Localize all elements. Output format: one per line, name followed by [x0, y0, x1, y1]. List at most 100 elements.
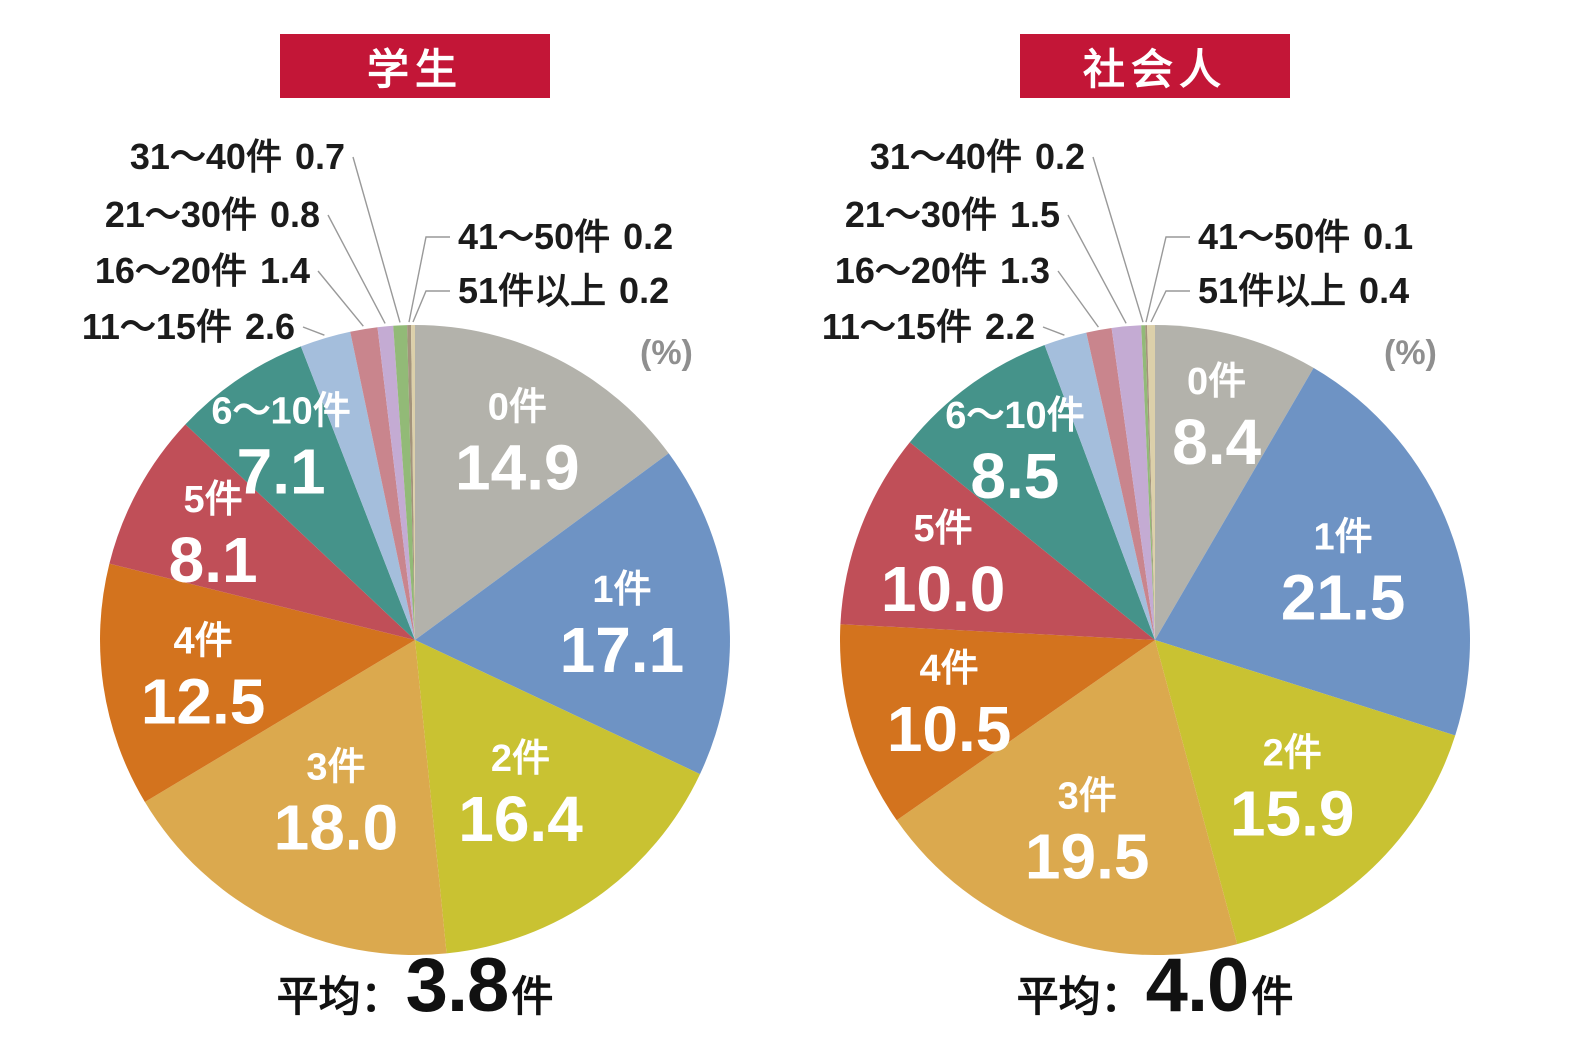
outer-label-value: 1.4 [259, 250, 310, 291]
inner-label-value: 12.5 [141, 666, 266, 738]
pie-slice-21〜30件 [1111, 325, 1155, 640]
leader-line [1057, 270, 1099, 328]
outer-label-31-40: 31〜40件 0.7 [130, 135, 345, 179]
inner-label-value: 18.0 [274, 792, 399, 864]
inner-label-name: 1件 [592, 569, 651, 611]
outer-label-range: 21〜30件 [104, 194, 257, 235]
outer-label-range: 51件以上 [1198, 270, 1347, 311]
outer-label-value: 0.8 [269, 194, 320, 235]
pie-slice-3件 [896, 640, 1238, 956]
pie-slice-6〜10件 [185, 346, 415, 640]
outer-label-51plus: 51件以上 0.4 [1198, 269, 1409, 313]
outer-label-16-20: 16〜20件 1.3 [835, 249, 1050, 293]
average-suffix: 件 [1251, 973, 1294, 1020]
outer-label-range: 41〜50件 [458, 216, 611, 257]
pie-slice-5件 [109, 424, 416, 640]
leader-line [408, 236, 450, 323]
pie-slice-5件 [840, 442, 1155, 640]
inner-label-value: 10.0 [881, 553, 1006, 625]
average-value: 4.0 [1145, 943, 1250, 1028]
pie-slice-1件 [415, 453, 730, 775]
inner-label-value: 10.5 [887, 693, 1012, 765]
outer-label-31-40: 31〜40件 0.2 [870, 135, 1085, 179]
outer-label-range: 41〜50件 [1198, 216, 1351, 257]
outer-label-value: 2.6 [244, 306, 295, 347]
pie-slice-6〜10件 [909, 345, 1155, 640]
pie-slice-1件 [1155, 367, 1471, 736]
outer-label-range: 16〜20件 [94, 250, 247, 291]
leader-line [317, 270, 364, 327]
outer-label-value: 0.4 [1359, 270, 1410, 311]
inner-label-name: 3件 [1058, 776, 1117, 818]
outer-label-value: 0.2 [619, 270, 670, 311]
average-suffix: 件 [511, 973, 554, 1020]
outer-label-range: 31〜40件 [869, 136, 1022, 177]
pie-slice-4件 [100, 563, 415, 802]
inner-label-name: 5件 [914, 508, 973, 550]
pie-slice-21〜30件 [377, 325, 415, 640]
outer-label-value: 0.2 [623, 216, 674, 257]
outer-label-41-50: 41〜50件 0.1 [1198, 215, 1413, 259]
percent-unit-label: (%) [1384, 334, 1437, 372]
outer-label-range: 11〜15件 [821, 306, 972, 347]
pie-slice-11〜15件 [1044, 332, 1155, 640]
inner-label-value: 8.5 [970, 440, 1059, 512]
outer-label-range: 21〜30件 [844, 194, 997, 235]
outer-label-range: 51件以上 [458, 270, 607, 311]
leader-line [412, 290, 450, 323]
inner-label-name: 4件 [174, 621, 233, 663]
percent-unit-label: (%) [640, 334, 693, 372]
inner-label-value: 7.1 [237, 436, 326, 508]
leader-line [1067, 214, 1127, 324]
outer-label-range: 31〜40件 [129, 136, 282, 177]
leader-line [352, 156, 401, 323]
leader-line [1042, 326, 1065, 336]
outer-label-16-20: 16〜20件 1.4 [95, 249, 310, 293]
leader-line [327, 214, 386, 324]
outer-label-value: 2.2 [984, 306, 1035, 347]
outer-label-11-15: 11〜15件 2.2 [822, 305, 1035, 349]
pie-slice-0件 [415, 325, 669, 640]
pie-slice-0件 [1155, 325, 1314, 640]
leader-line [1145, 236, 1190, 323]
inner-label-name: 3件 [306, 747, 365, 789]
inner-label-value: 21.5 [1281, 562, 1406, 634]
outer-label-range: 11〜15件 [81, 306, 232, 347]
leader-line [1150, 290, 1190, 323]
inner-label-name: 6〜10件 [945, 395, 1084, 437]
chart-title-badge-students: 学生 [280, 34, 550, 98]
inner-label-value: 15.9 [1230, 777, 1355, 849]
pie-slice-41〜50件 [407, 325, 415, 640]
average-line-workers: 平均：4.0件 [760, 942, 1550, 1029]
outer-label-21-30: 21〜30件 0.8 [105, 193, 320, 237]
average-line-students: 平均：3.8件 [20, 942, 810, 1029]
inner-label-name: 4件 [920, 648, 979, 690]
pie-slice-51件以上 [411, 324, 415, 640]
inner-label-value: 8.1 [169, 524, 258, 596]
outer-label-21-30: 21〜30件 1.5 [845, 193, 1060, 237]
average-prefix: 平均： [1016, 973, 1143, 1020]
inner-label-value: 16.4 [458, 783, 583, 855]
chart-title-badge-workers: 社会人 [1020, 34, 1290, 98]
outer-label-value: 1.5 [1009, 194, 1060, 235]
pie-slice-16〜20件 [350, 327, 415, 640]
inner-label-value: 17.1 [560, 614, 685, 686]
inner-label-name: 6〜10件 [211, 391, 350, 433]
inner-label-name: 2件 [1263, 732, 1322, 774]
outer-label-value: 0.2 [1034, 136, 1085, 177]
outer-label-11-15: 11〜15件 2.6 [82, 305, 295, 349]
pie-slice-41〜50件 [1145, 325, 1155, 640]
inner-label-name: 0件 [488, 387, 547, 429]
average-prefix: 平均： [276, 973, 403, 1020]
pie-slice-31〜40件 [393, 325, 415, 640]
average-value: 3.8 [405, 943, 510, 1028]
inner-label-value: 19.5 [1025, 821, 1150, 893]
pie-slice-4件 [840, 624, 1155, 821]
pie-slice-16〜20件 [1086, 328, 1155, 640]
outer-label-41-50: 41〜50件 0.2 [458, 215, 673, 259]
outer-label-range: 16〜20件 [834, 250, 987, 291]
inner-label-name: 5件 [184, 479, 243, 521]
outer-label-value: 1.3 [999, 250, 1050, 291]
pie-slice-3件 [144, 640, 447, 955]
